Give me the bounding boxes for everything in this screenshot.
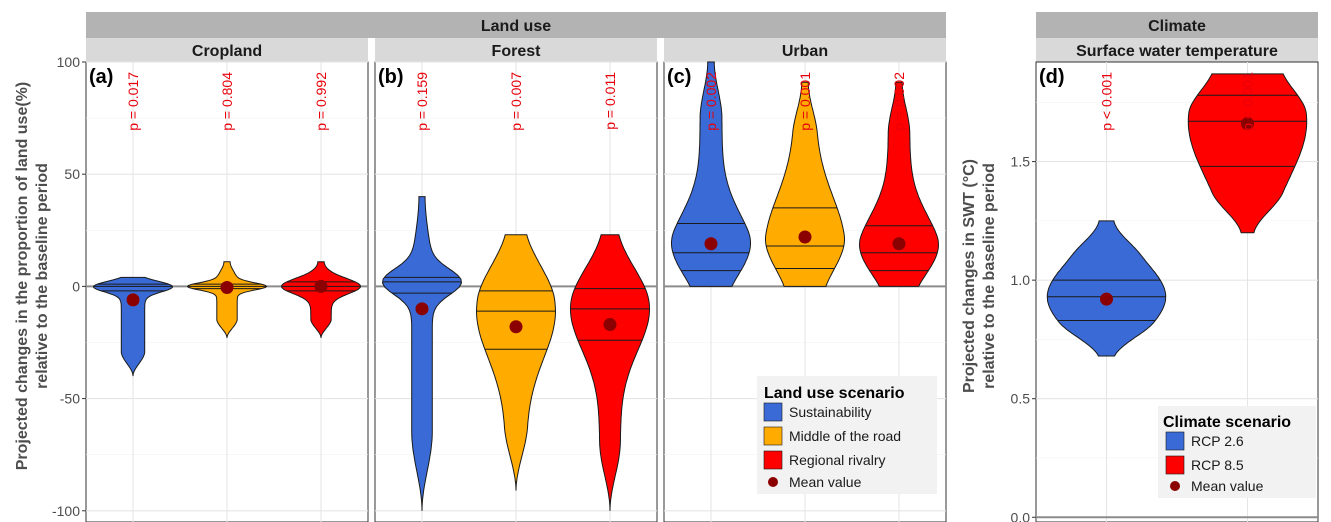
violin-sustainability [92, 276, 174, 377]
strip-swt [1036, 38, 1318, 62]
panel-d: p < 0.001 p < 0.001 (d) [1035, 61, 1319, 522]
legend-key-sustainability [763, 402, 783, 422]
p-value-label: p < 0.001 [1099, 72, 1115, 131]
strip-land-use [86, 12, 946, 38]
legend-label-middle: Middle of the road [789, 428, 901, 444]
violin-middle-of-the-road [765, 81, 845, 287]
y-tick-label: 1.0 [1011, 272, 1031, 288]
legend-key-rcp85 [1165, 455, 1185, 475]
y-tick-label: 50 [64, 166, 80, 182]
legend-label-rivalry: Regional rivalry [789, 452, 885, 468]
p-value-label: p = 0.007 [508, 72, 524, 131]
mean-point [509, 320, 523, 334]
mean-point [798, 230, 812, 244]
legend-label-rcp85: RCP 8.5 [1191, 457, 1244, 473]
violin-rcp-2.6 [1046, 220, 1167, 357]
p-value-label: p = 0.804 [219, 72, 235, 131]
violin-middle-of-the-road [186, 261, 268, 339]
legend-climate-title: Climate scenario [1163, 414, 1291, 431]
legend-climate-bg [1158, 406, 1316, 498]
legend-land-use: Land use scenario Sustainability Middle … [757, 376, 937, 494]
violin-sustainability [381, 196, 463, 511]
strip-swt-label: Surface water temperature [1076, 43, 1278, 60]
violin-regional-rivalry [280, 261, 362, 339]
y-axis-right: 0.0 0.5 1.0 1.5 [1011, 154, 1036, 522]
legend-label-sustainability: Sustainability [789, 404, 872, 420]
y-axis-title-left-line1: Projected changes in the proportion of l… [14, 82, 31, 470]
panel-a: p = 0.017 p = 0.804 p = 0.992 (a) [85, 61, 369, 522]
legend-climate: Climate scenario RCP 2.6 RCP 8.5 Mean va… [1158, 406, 1316, 498]
panel-tag-label: (b) [378, 66, 404, 88]
panel-tag-label: (c) [667, 66, 691, 88]
strip-cropland [86, 38, 368, 62]
panel-b: p = 0.159 p = 0.007 p = 0.011 (b) [374, 61, 658, 522]
y-tick-label: -50 [60, 391, 80, 407]
y-tick-label: 100 [57, 54, 81, 70]
strip-forest [375, 38, 657, 62]
mean-point [1241, 117, 1254, 131]
strip-cropland-label: Cropland [192, 43, 262, 60]
p-value-label: p = 0.002 [703, 72, 719, 131]
legend-land-use-bg [757, 376, 937, 494]
p-value-label: p = 0.001 [797, 72, 813, 131]
y-tick-label: 0.5 [1011, 391, 1031, 407]
strip-land-use-label: Land use [481, 18, 551, 35]
y-axis-title-right-line1: Projected changes in SWT (°C) [961, 159, 978, 393]
legend-key-rcp26 [1165, 431, 1185, 451]
violin-regional-rivalry [570, 234, 650, 511]
strip-urban [664, 38, 946, 62]
y-tick-label: 0.0 [1011, 509, 1031, 522]
legend-label-mean-climate: Mean value [1191, 478, 1264, 494]
violin-rcp-8.5 [1187, 73, 1308, 234]
mean-point [603, 318, 617, 332]
y-axis-title-left-line2: relative to the baseline period [34, 163, 51, 389]
y-tick-label: 0 [72, 278, 80, 294]
legend-key-middle [763, 426, 783, 446]
y-axis-left: -100 -50 0 50 100 [52, 54, 86, 519]
legend-label-mean: Mean value [789, 474, 862, 490]
violin-regional-rivalry [858, 81, 940, 287]
legend-key-rivalry [763, 450, 783, 470]
strip-forest-label: Forest [492, 43, 542, 60]
p-value-label: p = 0.159 [414, 72, 430, 131]
mean-point [314, 279, 328, 293]
y-axis-title-right-line2: relative to the baseline period [981, 163, 998, 389]
strip-climate-label: Climate [1148, 18, 1206, 35]
legend-key-mean [768, 477, 778, 487]
panel-tag-label: (a) [89, 66, 113, 88]
mean-point [220, 281, 234, 295]
mean-point [1100, 292, 1113, 306]
legend-land-use-title: Land use scenario [764, 385, 905, 402]
mean-point [415, 302, 429, 316]
y-tick-label: -100 [52, 503, 80, 519]
p-value-label: p < 0.001 [1240, 72, 1256, 131]
p-value-label: p = 0.992 [313, 72, 329, 131]
strip-climate [1036, 12, 1318, 38]
panel-tag-label: (d) [1039, 66, 1065, 88]
p-value-label: p = 0.011 [602, 72, 618, 130]
violin-middle-of-the-road [475, 234, 557, 491]
violin-sustainability [671, 61, 751, 287]
strip-urban-label: Urban [782, 43, 828, 60]
y-tick-label: 1.5 [1011, 154, 1031, 170]
legend-key-mean-climate [1170, 481, 1180, 491]
mean-point [126, 293, 140, 307]
p-value-label: p = 0.017 [125, 72, 141, 131]
mean-point [892, 237, 906, 251]
p-value-label: p = 0.002 [891, 72, 907, 131]
legend-label-rcp26: RCP 2.6 [1191, 433, 1244, 449]
mean-point [704, 237, 718, 251]
